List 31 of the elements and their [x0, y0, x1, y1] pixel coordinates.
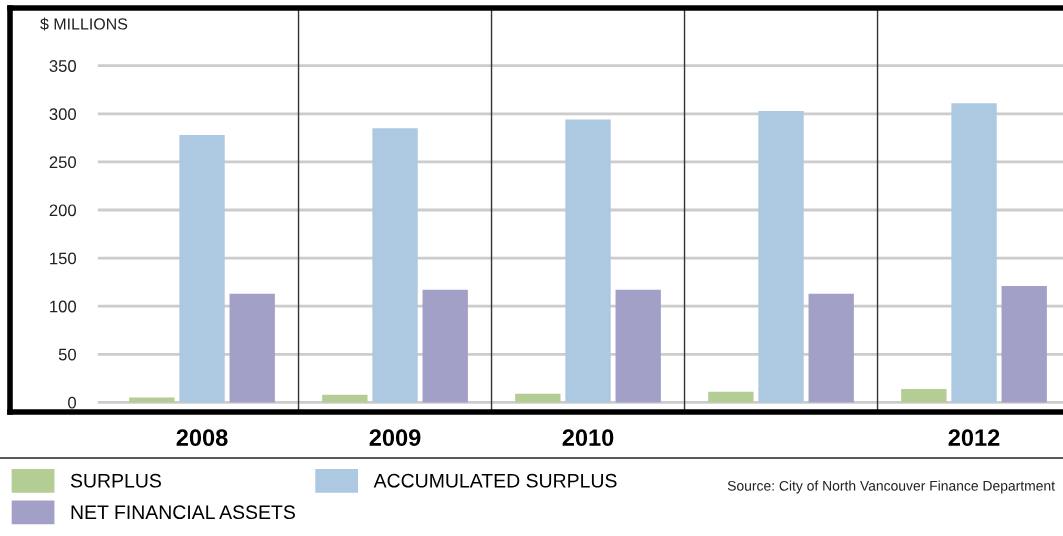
x-tick-label: 2008: [176, 429, 228, 447]
bar: [708, 391, 754, 403]
bar: [951, 103, 997, 403]
bar: [179, 134, 225, 403]
x-tick-label: 2012: [948, 429, 1000, 447]
y-tick-label: 0: [68, 396, 77, 409]
y-tick-label: 300: [49, 108, 77, 121]
source-note: Source: City of North Vancouver Finance Department: [727, 480, 1055, 494]
bar: [615, 289, 661, 403]
legend-label: SURPLUS: [70, 473, 161, 488]
x-tick-label: 2009: [369, 429, 421, 447]
bar: [565, 119, 611, 403]
bar: [758, 110, 804, 403]
bar: [515, 393, 561, 403]
bar: [372, 128, 418, 403]
y-tick-label: 50: [58, 348, 77, 361]
y-tick-label: 150: [50, 252, 77, 265]
legend-label: NET FINANCIAL ASSETS: [71, 505, 295, 520]
y-axis-title: $ MILLIONS: [40, 17, 128, 31]
bar: [229, 293, 275, 403]
bar: [808, 293, 854, 403]
y-tick-label: 350: [49, 60, 77, 72]
bar: [1001, 285, 1047, 403]
x-tick-label: 2010: [562, 429, 614, 447]
y-tick-label: 250: [49, 156, 77, 169]
bar: [422, 289, 468, 403]
bar: [901, 388, 947, 403]
legend-label: ACCUMULATED SURPLUS: [373, 473, 617, 488]
y-tick-label: 100: [50, 300, 77, 313]
bar: [322, 394, 368, 403]
y-tick-label: 200: [49, 204, 77, 217]
